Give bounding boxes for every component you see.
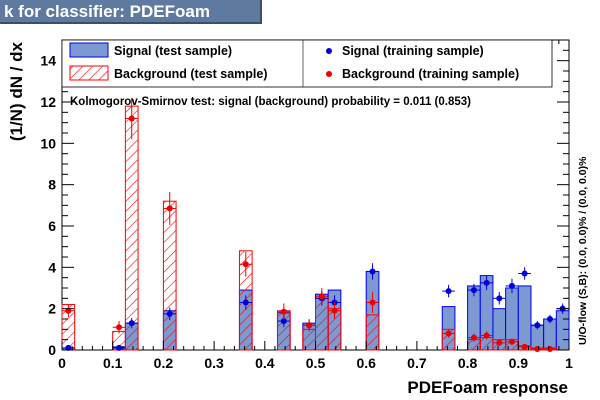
signal-training-point	[442, 284, 455, 298]
legend-swatch-background-test	[69, 65, 109, 81]
x-tick-label: 0.6	[356, 355, 376, 371]
background-training-point	[277, 303, 291, 321]
signal-test-bar	[543, 318, 557, 351]
background-test-bar	[365, 314, 380, 351]
y-tick-label: 14	[40, 53, 56, 69]
y-tick-label: 2	[48, 301, 56, 317]
legend-label-background-test: Background (test sample)	[114, 67, 268, 81]
x-tick-label: 1	[565, 355, 573, 371]
signal-training-point	[543, 314, 557, 324]
background-training-point	[239, 251, 253, 277]
y-tick-label: 4	[48, 259, 56, 275]
background-training-point	[366, 292, 379, 313]
y-tick-label: 8	[48, 177, 56, 193]
background-training-point	[112, 321, 126, 334]
background-test-bar	[124, 105, 139, 351]
x-tick-label: 0.9	[509, 355, 529, 371]
background-training-point	[125, 97, 139, 140]
signal-training-point	[125, 317, 139, 329]
signal-training-point	[239, 295, 253, 310]
legend-label-signal-training: Signal (training sample)	[342, 44, 484, 58]
background-training-point	[302, 319, 316, 332]
title-bar: k for classifier: PDEFoam	[0, 0, 262, 24]
x-axis-title: PDEFoam response	[407, 378, 568, 397]
background-training-point	[505, 338, 519, 345]
background-test-bar	[302, 328, 317, 351]
y-tick-label: 10	[40, 135, 56, 151]
signal-training-point	[163, 307, 177, 321]
background-training-point	[315, 288, 329, 305]
y-tick-label: 0	[48, 342, 56, 358]
signal-training-point	[467, 283, 481, 297]
ks-test-annotation: Kolmogorov-Smirnov test: signal (backgro…	[70, 96, 471, 108]
y-tick-label: 6	[48, 218, 56, 234]
signal-test-bar	[517, 285, 532, 351]
window-title: k for classifier: PDEFoam	[4, 2, 210, 21]
y-tick-label: 12	[40, 94, 56, 110]
background-training-point	[442, 329, 455, 338]
background-training-points	[62, 97, 557, 352]
x-tick-label: 0.1	[103, 355, 123, 371]
x-tick-label: 0.5	[306, 355, 326, 371]
x-tick-label: 0.4	[255, 355, 275, 371]
x-tick-label: 0.8	[458, 355, 478, 371]
signal-training-point	[505, 278, 519, 294]
background-training-point	[62, 304, 75, 317]
background-training-point	[163, 191, 177, 225]
legend-label-signal-test: Signal (test sample)	[114, 44, 232, 58]
x-tick-label: 0.2	[154, 355, 174, 371]
x-tick-label: 0.7	[407, 355, 427, 371]
background-training-point	[467, 333, 481, 342]
signal-training-point	[62, 344, 75, 351]
background-training-point	[492, 339, 506, 346]
signal-test-bar	[555, 310, 570, 351]
x-tick-label: 0.3	[204, 355, 224, 371]
legend-marker-background-training	[326, 71, 332, 77]
legend-marker-signal-training	[326, 48, 332, 54]
y-axis-title: (1/N) dN / dx	[7, 41, 26, 141]
signal-training-point	[112, 344, 126, 351]
background-training-point	[480, 331, 493, 340]
legend-label-background-training: Background (training sample)	[342, 67, 519, 81]
background-training-point	[328, 302, 341, 319]
legend: Signal (test sample) Background (test sa…	[61, 39, 553, 88]
legend-frame	[61, 39, 553, 88]
signal-training-point	[530, 321, 544, 330]
legend-swatch-signal-test	[69, 42, 109, 58]
overflow-label: U/O-flow (S,B): (0.0, 0.0)% / (0.0, 0.0)…	[577, 156, 589, 345]
x-tick-label: 0	[58, 355, 66, 371]
background-test-bar	[315, 297, 329, 351]
signal-training-point	[366, 263, 379, 280]
signal-training-point	[518, 267, 531, 280]
signal-training-point	[480, 275, 493, 291]
signal-training-point	[492, 292, 506, 305]
